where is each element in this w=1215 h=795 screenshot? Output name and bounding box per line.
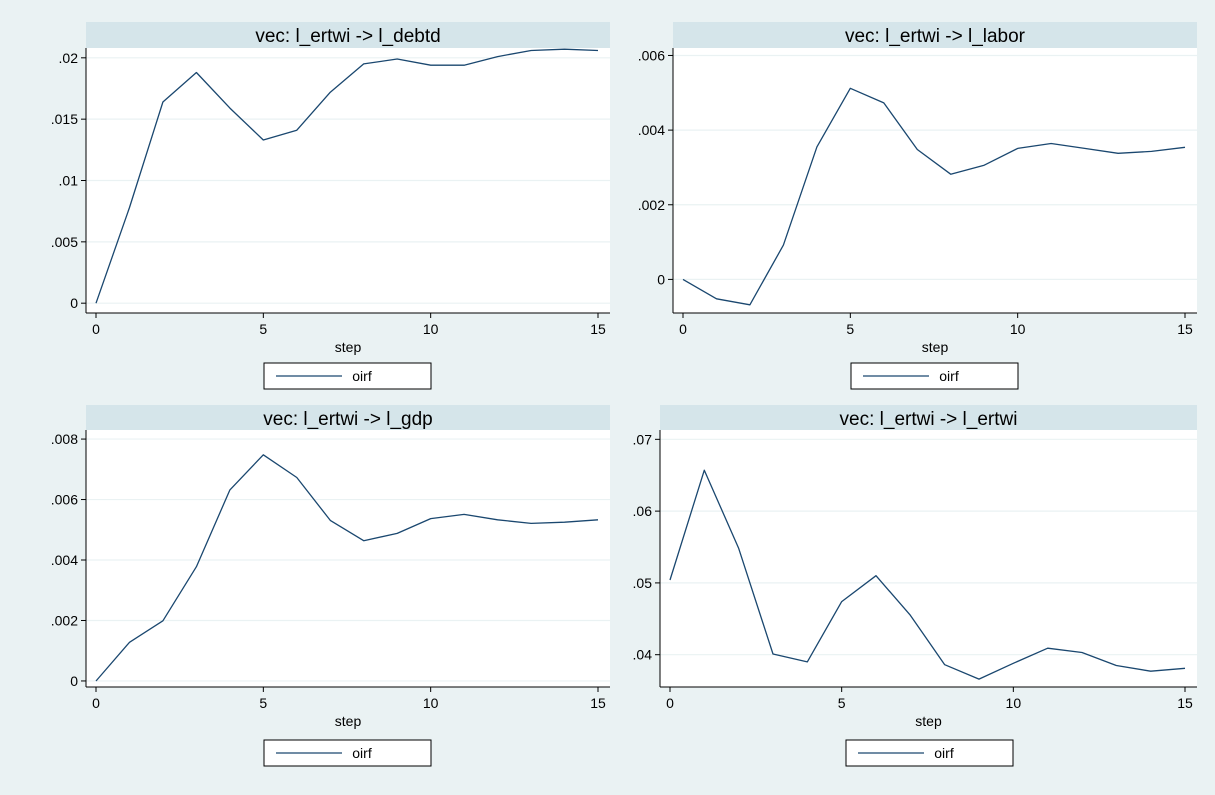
y-tick-label: .01 — [59, 173, 79, 189]
y-tick-label: .02 — [59, 50, 79, 66]
chart-title: vec: l_ertwi -> l_labor — [845, 26, 1026, 47]
x-tick-label: 10 — [1010, 321, 1026, 337]
x-tick-label: 5 — [259, 695, 267, 711]
legend: oirf — [845, 739, 1014, 767]
x-tick-label: 10 — [423, 321, 439, 337]
x-axis-title: step — [922, 339, 949, 355]
x-tick-label: 15 — [590, 321, 606, 337]
y-tick-label: .06 — [633, 503, 653, 519]
title-band — [86, 405, 610, 431]
x-tick-label: 15 — [1177, 321, 1193, 337]
x-tick-label: 15 — [590, 695, 606, 711]
x-tick-label: 5 — [838, 695, 846, 711]
chart-title: vec: l_ertwi -> l_debtd — [255, 26, 440, 47]
chart-panel-2: vec: l_ertwi -> l_labor 0 .002 .004 .006 0 5 10… — [638, 22, 1197, 390]
y-tick-label: .05 — [633, 575, 653, 591]
y-tick-label: .002 — [51, 612, 78, 628]
chart-panel-3: vec: l_ertwi -> l_gdp 0 .002 .004 .006 .008 0 5… — [51, 405, 610, 767]
x-tick-label: 0 — [92, 695, 100, 711]
y-tick-label: .002 — [638, 197, 665, 213]
x-tick-label: 15 — [1177, 695, 1193, 711]
title-band — [86, 22, 610, 48]
plot-area — [660, 430, 1197, 687]
x-axis-title: step — [915, 713, 942, 729]
series-line-oirf — [95, 454, 599, 682]
x-tick-label: 10 — [1006, 695, 1022, 711]
x-tick-label: 5 — [259, 321, 267, 337]
y-tick-label: .004 — [51, 552, 78, 568]
x-tick-label: 0 — [666, 695, 674, 711]
title-band — [673, 22, 1197, 48]
x-tick-label: 10 — [423, 695, 439, 711]
chart-title: vec: l_ertwi -> l_gdp — [263, 409, 433, 430]
legend: oirf — [850, 362, 1019, 390]
legend: oirf — [263, 362, 432, 390]
y-tick-label: .005 — [51, 234, 78, 250]
y-tick-label: 0 — [657, 271, 665, 287]
chart-title: vec: l_ertwi -> l_ertwi — [840, 409, 1018, 430]
y-tick-label: .07 — [633, 431, 653, 447]
y-tick-label: .04 — [633, 647, 653, 663]
y-tick-label: .008 — [51, 431, 78, 447]
chart-panel-1: vec: l_ertwi -> l_debtd 0 .005 .01 .015 .02 0 5… — [51, 22, 610, 390]
legend: oirf — [263, 739, 432, 767]
series-line-oirf — [682, 87, 1186, 306]
y-tick-label: 0 — [70, 295, 78, 311]
y-tick-label: .004 — [638, 122, 665, 138]
plot-area — [673, 48, 1197, 313]
chart-panel-4: vec: l_ertwi -> l_ertwi .04 .05 .06 .07 0 5 10 1… — [633, 405, 1197, 767]
x-tick-label: 0 — [92, 321, 100, 337]
series-line-oirf — [95, 48, 599, 304]
y-tick-label: .015 — [51, 111, 78, 127]
legend-label: oirf — [352, 745, 372, 761]
series-line-oirf — [669, 469, 1186, 680]
x-axis-title: step — [335, 713, 362, 729]
y-tick-label: .006 — [638, 47, 665, 63]
legend-label: oirf — [939, 368, 959, 384]
title-band — [660, 405, 1197, 431]
y-tick-label: .006 — [51, 492, 78, 508]
x-axis-title: step — [335, 339, 362, 355]
legend-label: oirf — [352, 368, 372, 384]
legend-label: oirf — [934, 745, 954, 761]
plot-area — [86, 430, 610, 687]
y-tick-label: 0 — [70, 673, 78, 689]
x-tick-label: 5 — [846, 321, 854, 337]
x-tick-label: 0 — [679, 321, 687, 337]
